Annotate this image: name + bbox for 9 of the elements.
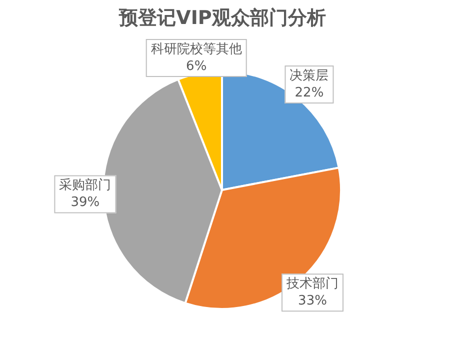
chart-title: 预登记VIP观众部门分析 (118, 6, 327, 31)
slice-label: 决策层 (290, 68, 329, 84)
data-label: 33% (298, 294, 327, 309)
data-label: 22% (294, 85, 324, 100)
data-label: 39% (70, 195, 100, 210)
data-label: 6% (186, 58, 207, 74)
slice-label: 技术部门 (286, 276, 338, 292)
slice-label: 科研院校等其他 (150, 42, 242, 57)
slice-label: 采购部门 (59, 177, 112, 194)
